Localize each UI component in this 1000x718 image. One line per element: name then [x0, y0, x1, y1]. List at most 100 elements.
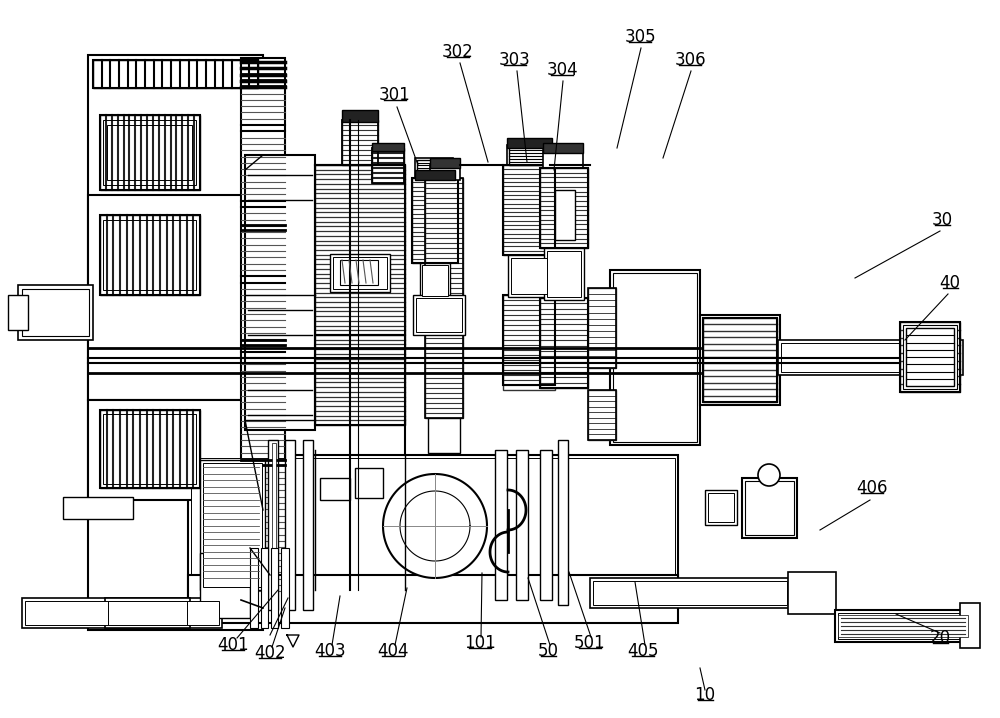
Bar	[708, 493, 734, 522]
Bar	[425, 178, 463, 333]
Bar	[900, 322, 960, 392]
Bar	[503, 295, 555, 390]
Bar	[261, 548, 268, 628]
Bar	[588, 288, 616, 368]
Bar	[100, 215, 200, 295]
Bar	[271, 548, 278, 628]
Bar	[203, 463, 262, 587]
Bar	[342, 110, 378, 122]
Bar	[516, 450, 528, 600]
Bar	[103, 220, 196, 290]
Bar	[588, 390, 616, 440]
Bar	[555, 190, 575, 240]
Text: 304: 304	[546, 61, 578, 79]
Bar	[540, 168, 588, 248]
Text: 402: 402	[254, 644, 286, 662]
Bar	[415, 170, 455, 180]
Bar	[107, 125, 192, 180]
Bar	[960, 603, 980, 648]
Bar	[588, 288, 616, 368]
Text: 40: 40	[940, 274, 960, 292]
Bar	[788, 572, 836, 614]
Text: 501: 501	[574, 634, 606, 652]
Bar	[906, 328, 954, 386]
Text: 20: 20	[929, 629, 951, 647]
Bar	[540, 168, 588, 248]
Bar	[188, 575, 678, 623]
Bar	[200, 553, 250, 618]
Text: 403: 403	[314, 642, 346, 660]
Bar	[900, 322, 960, 392]
Text: 10: 10	[694, 686, 716, 704]
Bar	[613, 273, 697, 442]
Bar	[100, 115, 200, 190]
Bar	[590, 578, 790, 608]
Bar	[540, 298, 588, 388]
Bar	[100, 115, 200, 190]
Circle shape	[758, 464, 780, 486]
Text: 302: 302	[442, 43, 474, 61]
Bar	[18, 285, 93, 340]
Bar	[315, 165, 405, 335]
Text: 101: 101	[464, 634, 496, 652]
Bar	[543, 150, 583, 168]
Bar	[93, 60, 258, 88]
Bar	[745, 481, 794, 535]
Text: 303: 303	[499, 51, 531, 69]
Bar	[340, 260, 378, 285]
Bar	[320, 478, 350, 500]
Bar	[372, 143, 404, 151]
Bar	[330, 254, 390, 292]
Bar	[315, 335, 405, 425]
Bar	[558, 440, 568, 605]
Bar	[241, 58, 285, 608]
Bar	[495, 450, 507, 600]
Bar	[503, 295, 555, 385]
Bar	[588, 390, 616, 440]
Bar	[700, 315, 780, 405]
Bar	[191, 458, 675, 602]
Bar	[425, 333, 463, 418]
Bar	[22, 289, 89, 336]
Bar	[100, 410, 200, 488]
Bar	[412, 178, 458, 263]
Bar	[903, 325, 957, 389]
Bar	[703, 318, 777, 402]
Bar	[93, 60, 258, 88]
Bar	[105, 598, 190, 628]
Bar	[540, 450, 552, 600]
Text: 50: 50	[538, 642, 558, 660]
Bar	[333, 257, 387, 289]
Bar	[250, 548, 258, 628]
Bar	[281, 548, 289, 628]
Bar	[8, 295, 28, 330]
Bar	[413, 295, 465, 335]
Bar	[507, 145, 552, 167]
Text: 406: 406	[856, 479, 888, 497]
Bar	[508, 255, 550, 297]
Bar	[272, 443, 276, 606]
Bar	[285, 440, 295, 610]
Bar	[838, 613, 972, 639]
Bar	[543, 143, 583, 153]
Bar	[412, 178, 458, 263]
Bar	[544, 248, 584, 300]
Bar	[372, 148, 404, 183]
Bar	[25, 601, 219, 625]
Bar	[108, 601, 187, 625]
Bar	[430, 158, 460, 168]
Bar	[415, 158, 453, 178]
Bar	[200, 460, 265, 590]
Bar	[503, 165, 555, 255]
Bar	[315, 335, 405, 425]
Bar	[593, 581, 787, 605]
Bar	[100, 215, 200, 295]
Bar	[268, 440, 278, 610]
Bar	[781, 343, 960, 372]
Bar	[342, 120, 378, 165]
Bar	[425, 333, 463, 418]
Bar	[540, 298, 588, 388]
Bar	[511, 258, 547, 294]
Bar	[416, 298, 462, 332]
Text: 305: 305	[624, 28, 656, 46]
